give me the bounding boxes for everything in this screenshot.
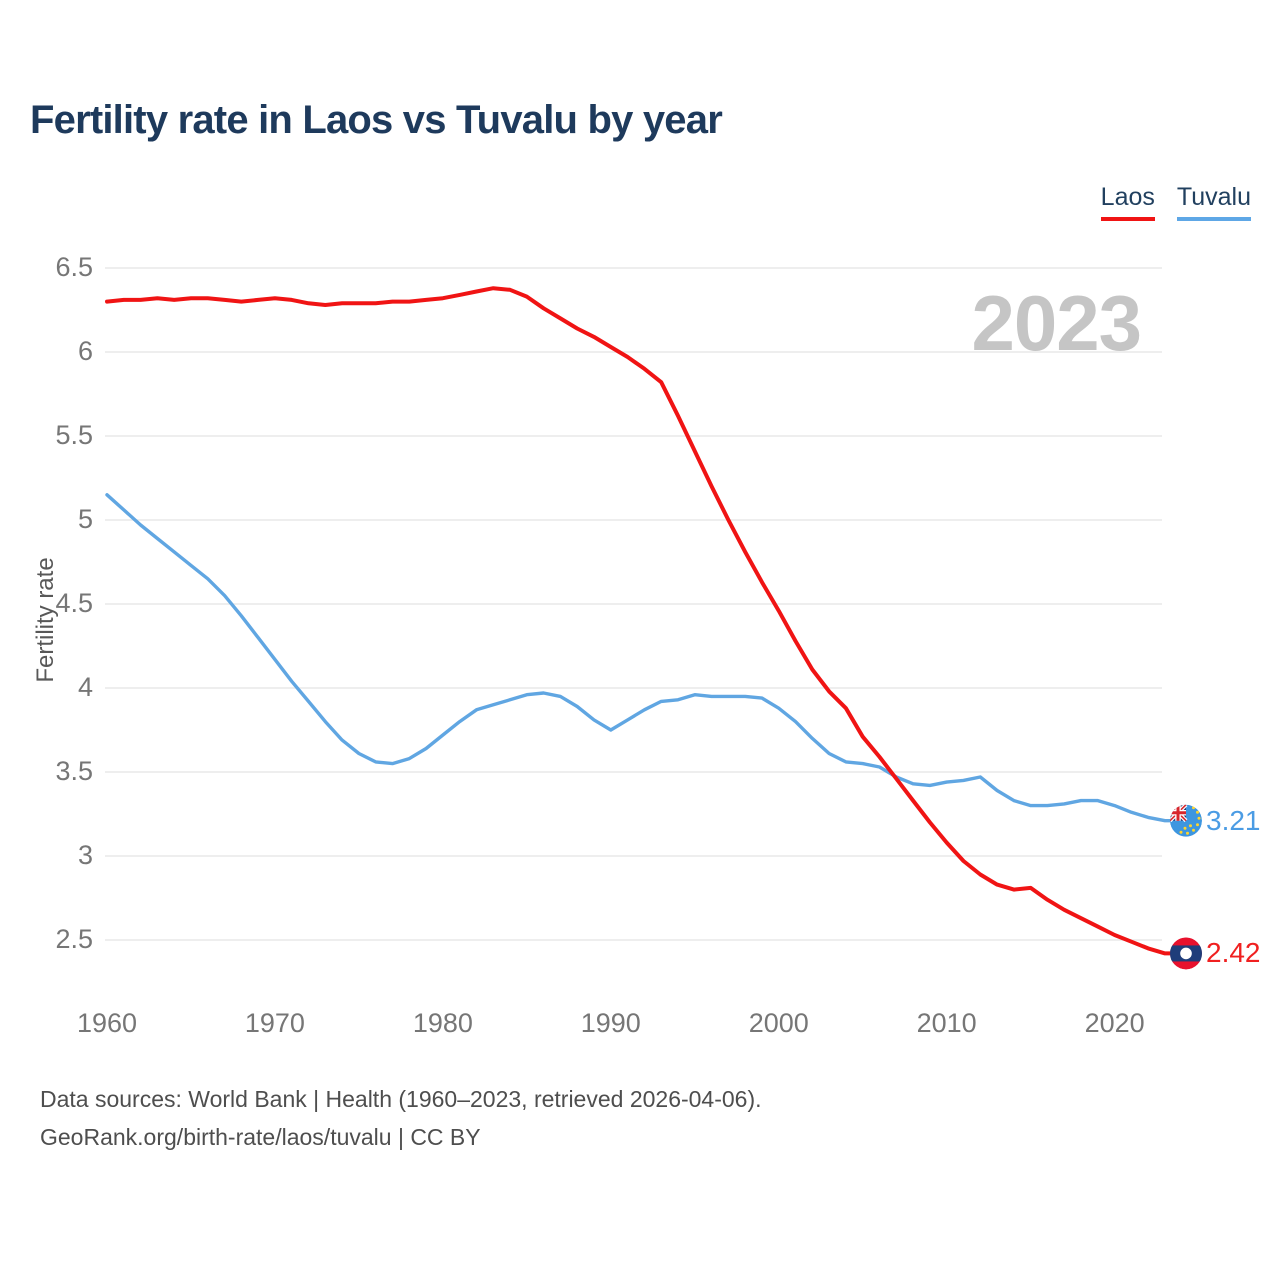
y-tick-label: 6 — [77, 336, 93, 366]
laos-series-line — [105, 286, 1174, 956]
page-title: Fertility rate in Laos vs Tuvalu by year — [30, 98, 723, 142]
legend-item-laos[interactable]: Laos — [1100, 183, 1155, 221]
y-tick-label: 4 — [77, 672, 93, 702]
x-tick-label: 1980 — [412, 1008, 473, 1038]
x-tick-label: 2010 — [916, 1008, 977, 1038]
tuvalu-flag-icon — [1170, 804, 1202, 837]
y-tick-label: 3.5 — [55, 756, 93, 786]
laos-end-value-label: 2.42 — [1206, 937, 1261, 969]
x-tick-label: 2000 — [748, 1008, 809, 1038]
tuvalu-series-line — [105, 493, 1174, 823]
source-footer: Data sources: World Bank | Health (1960–… — [40, 1080, 762, 1156]
x-tick-label: 1960 — [76, 1008, 138, 1038]
y-tick-label: 3 — [77, 840, 93, 870]
legend: Laos Tuvalu — [1100, 183, 1251, 221]
y-tick-label: 2.5 — [55, 924, 93, 954]
footer-sources-line: Data sources: World Bank | Health (1960–… — [40, 1086, 762, 1112]
y-tick-label: 4.5 — [55, 588, 93, 618]
gridlines — [105, 267, 1162, 941]
footer-attribution-line: GeoRank.org/birth-rate/laos/tuvalu | CC … — [40, 1124, 481, 1150]
x-tick-label: 2020 — [1084, 1008, 1145, 1038]
y-tick-label: 5.5 — [55, 420, 93, 450]
legend-item-tuvalu[interactable]: Tuvalu — [1176, 183, 1251, 221]
y-tick-label: 6.5 — [55, 252, 93, 282]
x-tick-label: 1970 — [244, 1008, 305, 1038]
x-tick-label: 1990 — [580, 1008, 641, 1038]
tuvalu-end-value-label: 3.21 — [1206, 804, 1261, 836]
laos-flag-icon — [1170, 937, 1202, 970]
y-tick-label: 5 — [77, 504, 93, 534]
